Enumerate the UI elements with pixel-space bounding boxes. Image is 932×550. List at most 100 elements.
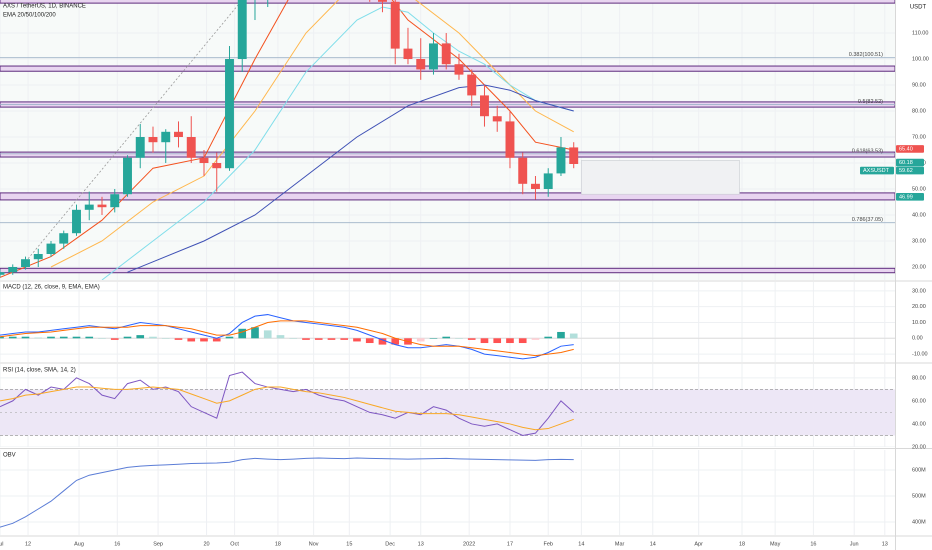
- x-tick-label: 14: [578, 541, 584, 547]
- price-tag: [896, 193, 924, 201]
- x-tick-label: Mar: [615, 541, 625, 547]
- histogram-bar: [85, 336, 94, 339]
- rsi-title: RSI (14, close, SMA, 14, 2): [3, 368, 76, 374]
- candle-body: [186, 137, 196, 158]
- candle-body: [84, 204, 94, 210]
- histogram-bar: [21, 336, 30, 339]
- currency-label: USDT: [910, 5, 927, 11]
- x-tick-label: 15: [346, 541, 352, 547]
- candle-body: [174, 131, 183, 138]
- candle-body: [390, 1, 400, 49]
- candle-body: [543, 173, 553, 190]
- macd-line: [0, 314, 574, 360]
- projection-box: [581, 160, 740, 195]
- price-tag-label: 60.18: [899, 160, 913, 166]
- candle-body: [199, 157, 209, 164]
- indicator-line: [0, 457, 574, 528]
- histogram-bar: [110, 338, 119, 340]
- y-tick-label: 20.00: [912, 304, 926, 310]
- candle-body: [416, 59, 426, 70]
- candle-body: [429, 43, 438, 70]
- histogram-bar: [506, 338, 514, 344]
- y-tick-label: 50.00: [912, 186, 926, 192]
- candle-body: [72, 209, 81, 234]
- y-tick-label: 500M: [912, 493, 926, 499]
- histogram-bar: [263, 330, 272, 339]
- histogram-bar: [72, 336, 81, 339]
- y-tick-label: 70.00: [912, 134, 926, 140]
- fib-label: 0.5(82.52): [858, 99, 883, 105]
- price-tag-label: 46.99: [899, 194, 913, 200]
- histogram-bar: [212, 338, 221, 342]
- histogram-bar: [225, 336, 234, 339]
- y-tick-label: 20.00: [912, 444, 926, 450]
- candle-body: [505, 121, 515, 158]
- candle-body: [441, 43, 451, 65]
- zone: [0, 65, 895, 72]
- candle-body: [135, 137, 145, 158]
- y-tick-label: -10.00: [912, 352, 928, 358]
- candle-body: [59, 233, 69, 244]
- histogram-bar: [314, 338, 323, 340]
- price-tag-label: 59.62: [899, 168, 913, 174]
- indicator-line: [0, 371, 575, 436]
- histogram-bar: [493, 338, 502, 344]
- y-tick-label: 80.00: [912, 108, 926, 114]
- macd-line: [0, 320, 574, 357]
- x-tick-label: Jun: [850, 541, 859, 547]
- price-pane: 0.382(100.51) 0.5(82.52) 0.618(63.53) 0.786…: [0, 0, 895, 280]
- x-tick-label: 13: [882, 541, 888, 547]
- histogram-bar: [0, 336, 4, 339]
- y-tick-label: 100.00: [912, 56, 929, 62]
- candle-body: [569, 147, 579, 164]
- price-tag-label: 65.40: [899, 146, 913, 152]
- candle-body: [480, 95, 489, 117]
- candle-body: [0, 272, 5, 275]
- histogram-bar: [353, 338, 361, 342]
- y-tick-label: 60.00: [912, 398, 926, 404]
- x-tick-label: 13: [418, 541, 424, 547]
- price-tag: [896, 158, 924, 167]
- histogram-bar: [365, 338, 374, 344]
- histogram-bar: [518, 338, 527, 344]
- x-tick-label: 14: [650, 541, 656, 547]
- histogram-bar: [34, 337, 43, 339]
- candle-body: [378, 0, 387, 2]
- candle-body: [403, 48, 413, 60]
- candle-body: [212, 163, 222, 169]
- histogram-bar: [416, 338, 425, 342]
- histogram-bar: [98, 338, 106, 339]
- y-tick-label: 0.00: [912, 336, 923, 342]
- fib-label: 0.382(100.51): [849, 52, 883, 58]
- x-tick-label: 18: [739, 541, 745, 547]
- y-tick-label: 40.00: [912, 421, 926, 427]
- price-tag: [896, 145, 924, 153]
- x-tick-label: 17: [507, 541, 513, 547]
- x-tick-label: Jul: [0, 541, 4, 547]
- histogram-bar: [8, 336, 17, 339]
- symbol-tag: [860, 166, 894, 175]
- histogram-bar: [174, 338, 183, 340]
- histogram-bar: [136, 335, 145, 339]
- histogram-bar: [123, 336, 132, 339]
- x-tick-label: Aug: [74, 541, 84, 547]
- indicator-label: EMA 20/50/100/200: [3, 13, 56, 19]
- histogram-bar: [480, 338, 489, 344]
- ema-line: [50, 0, 574, 268]
- histogram-bar: [455, 338, 463, 339]
- y-tick-label: 10.00: [912, 320, 926, 326]
- price-pane-bg: [0, 0, 895, 280]
- histogram-bar: [429, 338, 438, 339]
- y-tick-label: 600M: [912, 467, 926, 473]
- histogram-bar: [467, 338, 476, 340]
- histogram-bar: [557, 331, 565, 339]
- x-tick-label: 2022: [463, 541, 475, 547]
- x-tick-label: 12: [25, 541, 31, 547]
- x-tick-label: Apr: [694, 541, 703, 547]
- candle-body: [21, 259, 30, 268]
- zone: [0, 151, 895, 158]
- x-tick-label: 18: [275, 541, 281, 547]
- candle-body: [531, 183, 540, 190]
- y-tick-label: 40.00: [912, 212, 926, 218]
